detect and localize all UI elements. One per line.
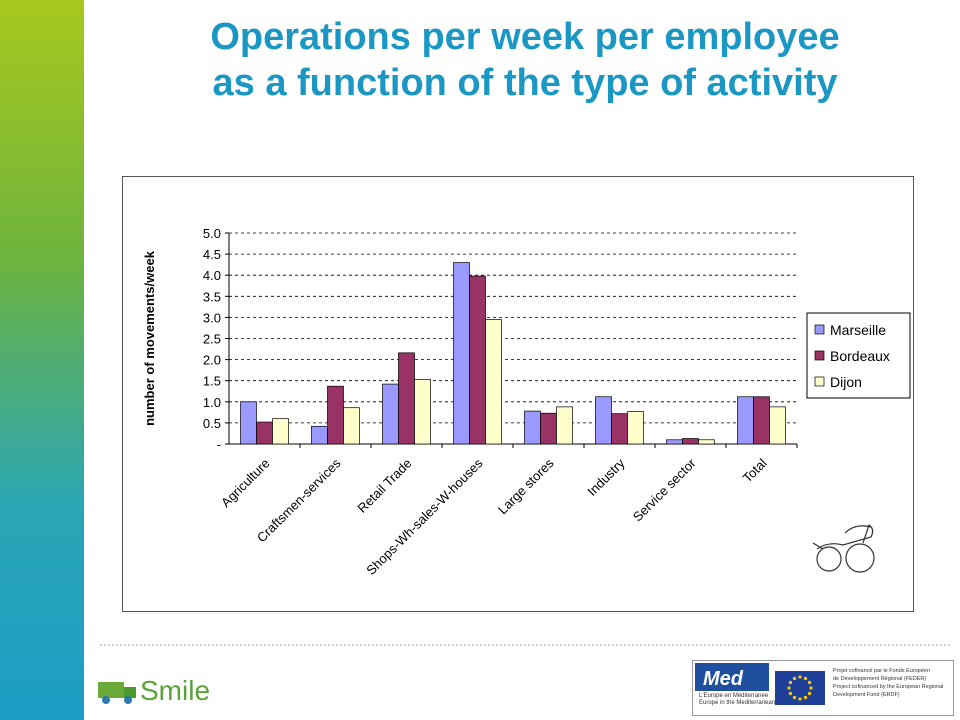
legend-label-marseille: Marseille [830, 322, 886, 338]
feder-line-4: Development Fund (ERDF) [833, 692, 900, 698]
bar-bordeaux [611, 413, 628, 445]
eu-star [787, 686, 791, 690]
y-tick-label: 3.5 [203, 289, 221, 304]
bar-marseille [240, 401, 257, 445]
bar-bordeaux [753, 396, 770, 445]
eu-flag-icon [775, 671, 825, 705]
eu-star [809, 686, 813, 690]
eu-star [798, 675, 802, 679]
partner-logos: Med L'Europe en Méditerranée Europe in t… [692, 660, 954, 716]
bar-marseille [524, 410, 541, 445]
chart-frame: - 0.5 1.0 1.5 2.0 2.5 3.0 3.5 4.0 4.5 5.0 number of… [122, 176, 914, 612]
x-tick-label: Shops-Wh-sales-W-houses [363, 455, 486, 578]
y-tick-label: 4.5 [203, 247, 221, 262]
bar-bordeaux [469, 275, 486, 445]
x-tick-label: Service sector [630, 455, 699, 524]
x-tick-label: Retail Trade [354, 456, 414, 516]
bar-marseille [382, 383, 399, 445]
title-line-1: Operations per week per employee [210, 16, 840, 58]
bar-dijon [272, 418, 289, 445]
bar-dijon [627, 411, 644, 445]
bar-bordeaux [256, 421, 273, 445]
smile-logo: Smile [98, 675, 210, 706]
feder-line-1: Projet cofinancé par le Fonds Européen [833, 668, 930, 674]
legend-swatch-marseille [814, 324, 825, 335]
legend-label-bordeaux: Bordeaux [830, 348, 890, 364]
med-caption: L'Europe en Méditerranée Europe in the M… [699, 693, 775, 707]
bar-bordeaux [540, 412, 557, 445]
feder-caption: Projet cofinancé par le Fonds Européen d… [833, 667, 951, 699]
x-tick-label: Large stores [495, 455, 557, 517]
bar-marseille [311, 425, 328, 445]
y-tick-label: 3.0 [203, 310, 221, 325]
y-tick-label: 1.5 [203, 374, 221, 389]
bar-dijon [769, 406, 786, 445]
legend-swatch-dijon [814, 376, 825, 387]
bar-marseille [595, 396, 612, 445]
med-logo: Med [695, 663, 769, 691]
y-tick-label: 2.5 [203, 332, 221, 347]
bar-dijon [485, 319, 502, 445]
bar-dijon [698, 439, 715, 445]
x-tick-label: Agriculture [218, 456, 273, 511]
bar-marseille [453, 262, 470, 445]
eu-star [788, 691, 793, 696]
side-accent-bar [0, 0, 84, 720]
eu-star [807, 680, 812, 685]
eu-star [792, 676, 797, 681]
y-tick-label: 2.0 [203, 353, 221, 368]
legend-swatch-bordeaux [814, 350, 825, 361]
bar-marseille [737, 396, 754, 445]
y-axis-label: number of movements/week [142, 250, 157, 426]
bar-marseille [666, 439, 683, 445]
bar-dijon [343, 407, 360, 445]
smile-logo-text: Smile [140, 675, 210, 706]
eu-star [803, 695, 808, 700]
eu-star [788, 680, 793, 685]
eu-star [803, 676, 808, 681]
feder-line-2: de Développement Régional (FEDER) [833, 676, 927, 682]
bar-bordeaux [398, 352, 415, 445]
med-caption-line-1: L'Europe en Méditerranée [699, 693, 769, 699]
x-tick-label: Industry [584, 455, 628, 499]
eu-star [798, 697, 802, 701]
bar-dijon [556, 406, 573, 445]
med-caption-line-2: Europe in the Mediterranean [699, 700, 776, 706]
y-tick-label: 0.5 [203, 416, 221, 431]
footer-divider [100, 644, 950, 646]
legend-label-dijon: Dijon [830, 374, 862, 390]
y-tick-label: 1.0 [203, 395, 221, 410]
bar-bordeaux [682, 438, 699, 445]
x-tick-label: Total [740, 455, 770, 485]
bar-chart: - 0.5 1.0 1.5 2.0 2.5 3.0 3.5 4.0 4.5 5.0 number of… [142, 226, 911, 578]
y-tick-label: 5.0 [203, 226, 221, 241]
y-tick-label: - [217, 437, 221, 452]
bar-bordeaux [327, 385, 344, 445]
carriage-illustration [812, 524, 875, 573]
eu-star [807, 691, 812, 696]
feder-line-3: Project cofinanced by the European Regio… [833, 684, 944, 690]
eu-star [792, 695, 797, 700]
slide-title: Operations per week per employee as a fu… [100, 14, 950, 106]
med-logo-text: Med [703, 668, 744, 690]
bar-dijon [414, 379, 431, 445]
title-line-2: as a function of the type of activity [212, 62, 838, 104]
y-tick-label: 4.0 [203, 268, 221, 283]
